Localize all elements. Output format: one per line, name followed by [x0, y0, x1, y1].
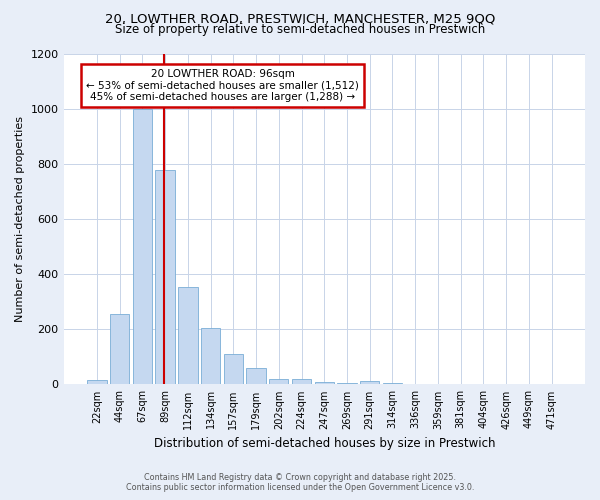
- Bar: [269, 379, 289, 384]
- Bar: [292, 380, 311, 384]
- Bar: [224, 354, 243, 384]
- Bar: [201, 328, 220, 384]
- Bar: [360, 381, 379, 384]
- X-axis label: Distribution of semi-detached houses by size in Prestwich: Distribution of semi-detached houses by …: [154, 437, 495, 450]
- Bar: [314, 382, 334, 384]
- Bar: [178, 286, 197, 384]
- Bar: [337, 383, 356, 384]
- Bar: [110, 314, 130, 384]
- Text: Size of property relative to semi-detached houses in Prestwich: Size of property relative to semi-detach…: [115, 22, 485, 36]
- Bar: [133, 109, 152, 384]
- Bar: [247, 368, 266, 384]
- Text: 20, LOWTHER ROAD, PRESTWICH, MANCHESTER, M25 9QQ: 20, LOWTHER ROAD, PRESTWICH, MANCHESTER,…: [105, 12, 495, 26]
- Bar: [155, 170, 175, 384]
- Text: 20 LOWTHER ROAD: 96sqm
← 53% of semi-detached houses are smaller (1,512)
45% of : 20 LOWTHER ROAD: 96sqm ← 53% of semi-det…: [86, 69, 359, 102]
- Bar: [87, 380, 107, 384]
- Bar: [383, 383, 402, 384]
- Text: Contains HM Land Registry data © Crown copyright and database right 2025.
Contai: Contains HM Land Registry data © Crown c…: [126, 473, 474, 492]
- Y-axis label: Number of semi-detached properties: Number of semi-detached properties: [15, 116, 25, 322]
